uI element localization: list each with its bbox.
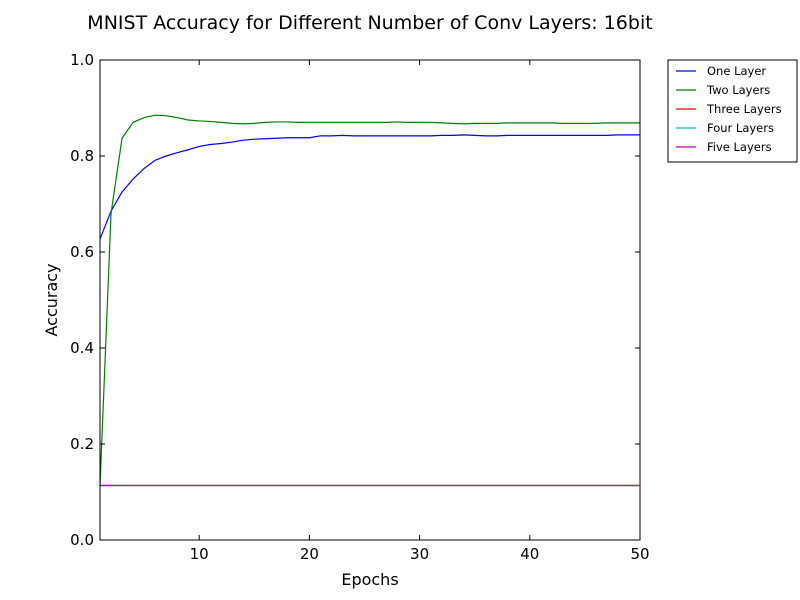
chart-title: MNIST Accuracy for Different Number of C… bbox=[87, 12, 652, 34]
series-line-two-layers bbox=[99, 114, 640, 487]
x-tick-label: 40 bbox=[520, 545, 539, 563]
y-tick-label: 0.4 bbox=[70, 339, 94, 357]
x-tick-label: 30 bbox=[410, 545, 429, 563]
y-tick-label: 1.0 bbox=[70, 51, 94, 69]
y-tick-label: 0.0 bbox=[70, 531, 94, 549]
x-tick-label: 10 bbox=[190, 545, 209, 563]
y-tick-label: 0.8 bbox=[70, 147, 94, 165]
x-tick-label: 50 bbox=[630, 545, 649, 563]
y-tick-label: 0.2 bbox=[70, 435, 94, 453]
legend: One Layer Two Layers Three Layers Four Laye… bbox=[667, 59, 798, 163]
legend-frame bbox=[667, 59, 798, 163]
x-axis-label: Epochs bbox=[341, 570, 398, 589]
y-tick-label: 0.6 bbox=[70, 243, 94, 261]
legend-label-two-layers: Two Layers bbox=[706, 83, 770, 97]
legend-label-one-layer: One Layer bbox=[707, 64, 766, 78]
legend-label-five-layers: Five Layers bbox=[707, 140, 772, 154]
y-axis-label: Accuracy bbox=[42, 263, 61, 336]
tick-layer: 10 20 30 40 50 0.0 0.2 0.4 0.6 0.8 1.0 bbox=[70, 51, 649, 563]
legend-label-four-layers: Four Layers bbox=[707, 121, 774, 135]
legend-label-three-layers: Three Layers bbox=[706, 102, 782, 116]
series-line-one-layer bbox=[99, 134, 640, 240]
x-tick-label: 20 bbox=[300, 545, 319, 563]
series-layer bbox=[99, 114, 640, 487]
plot-frame bbox=[99, 59, 641, 541]
